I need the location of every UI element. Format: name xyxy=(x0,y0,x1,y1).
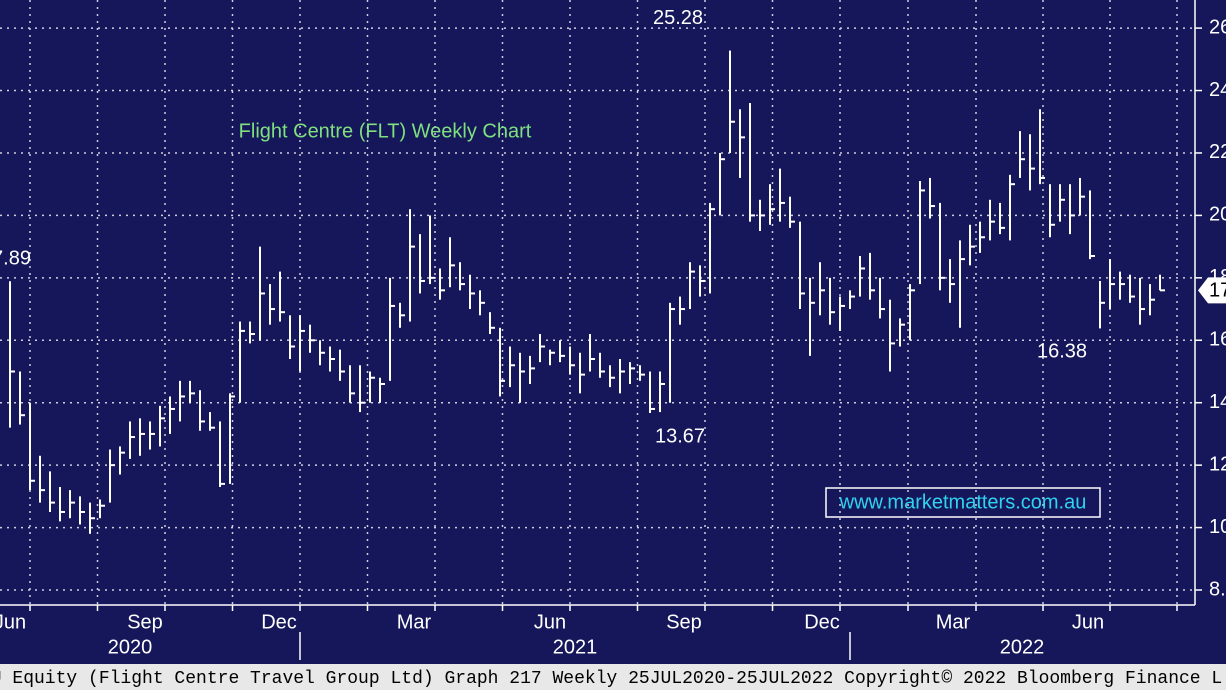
year-label: 2021 xyxy=(553,636,598,658)
year-label: 2020 xyxy=(108,636,153,658)
year-label: 2022 xyxy=(1000,636,1045,658)
x-tick-label: Jun xyxy=(0,611,26,633)
y-tick-label: 8.00 xyxy=(1209,578,1226,600)
y-tick-label: 26.00 xyxy=(1209,16,1226,38)
price-annotation: 17.89 xyxy=(0,248,31,270)
x-tick-label: Sep xyxy=(666,611,702,633)
y-tick-label: 14.00 xyxy=(1209,391,1226,413)
y-tick-label: 22.00 xyxy=(1209,141,1226,163)
x-tick-label: Jun xyxy=(534,611,566,633)
footer: AU Equity (Flight Centre Travel Group Lt… xyxy=(0,669,1226,689)
x-tick-label: Jun xyxy=(1072,611,1104,633)
watermark-box xyxy=(825,487,1101,518)
y-tick-label: 16.00 xyxy=(1209,329,1226,351)
price-annotation: 25.28 xyxy=(653,7,703,29)
y-tick-label: 12.00 xyxy=(1209,453,1226,475)
y-tick-label: 24.00 xyxy=(1209,79,1226,101)
watermark: www.marketmatters.com.au xyxy=(839,491,1087,513)
x-tick-label: Dec xyxy=(261,611,297,633)
footer-bar xyxy=(0,664,1226,690)
price-annotation: 16.38 xyxy=(1037,341,1087,363)
x-tick-label: Mar xyxy=(397,611,432,633)
y-tick-label: 10.00 xyxy=(1209,516,1226,538)
y-tick-label: 20.00 xyxy=(1209,204,1226,226)
last-price-label: 17.60 xyxy=(1209,280,1226,302)
price-annotation: 13.67 xyxy=(655,425,705,447)
x-tick-label: Sep xyxy=(127,611,163,633)
x-tick-label: Mar xyxy=(936,611,971,633)
last-price-marker xyxy=(1198,277,1226,304)
chart-title: Flight Centre (FLT) Weekly Chart xyxy=(239,120,532,142)
x-tick-label: Dec xyxy=(804,611,840,633)
